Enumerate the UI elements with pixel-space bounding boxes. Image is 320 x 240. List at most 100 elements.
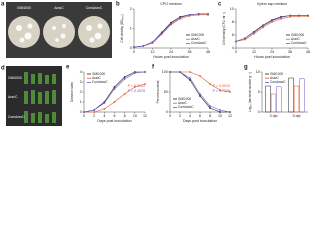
data-point <box>229 91 231 93</box>
data-point <box>123 93 126 95</box>
panel-letter: b <box>116 2 120 8</box>
data-point <box>271 21 273 23</box>
annotation: P = 0.7326 <box>213 89 230 93</box>
legend-label: ComΔravC <box>92 80 108 84</box>
data-point <box>169 71 171 73</box>
x-tick-label: 0 <box>235 50 237 54</box>
annotation: P < 0.0001 <box>128 84 145 88</box>
data-point <box>133 86 136 88</box>
data-point <box>199 75 201 77</box>
data-point <box>262 26 264 29</box>
photo-label: ComΔravC <box>8 115 25 119</box>
y-tick-label: 10 <box>256 70 260 74</box>
data-point <box>298 14 300 17</box>
data-point <box>189 79 191 81</box>
data-point <box>170 22 172 25</box>
x-tick-label: 10 <box>218 114 222 118</box>
data-point <box>244 38 246 41</box>
data-point <box>123 78 126 80</box>
y-tick-label: 4 <box>232 46 234 50</box>
legend-label: ΔravC <box>191 37 201 41</box>
x-tick-label: 24 <box>270 50 274 54</box>
data-point <box>93 109 96 111</box>
x-tick-label: 4 <box>189 114 191 118</box>
data-point <box>271 19 273 22</box>
y-tick-label: 0 <box>130 46 132 50</box>
photo-label: ComΔravC <box>86 6 103 10</box>
legend-label: GMI1000 <box>191 33 204 37</box>
data-point <box>207 12 209 15</box>
colonies <box>16 23 103 43</box>
y-axis-title: Cell density (CFU ml⁻¹) <box>222 12 226 45</box>
legend-label: GMI1000 <box>178 97 191 101</box>
data-point <box>219 111 221 113</box>
chart-title: CPG medium <box>160 2 182 6</box>
data-point <box>133 46 135 48</box>
x-tick-label: 0 <box>133 50 135 54</box>
data-point <box>123 76 126 78</box>
x-tick-label: 8 <box>124 114 126 118</box>
x-tick-label: 36 <box>188 50 192 54</box>
data-point <box>199 93 201 95</box>
x-tick-label: 0 <box>169 114 171 118</box>
legend-label: ComΔravC <box>270 80 286 84</box>
data-point <box>229 111 231 113</box>
y-tick-label: 0 <box>258 110 260 114</box>
bar <box>265 85 271 113</box>
data-point <box>133 72 136 74</box>
legend-label: ComΔravC <box>191 41 207 45</box>
annotation: P = 0.4578 <box>128 89 145 93</box>
bar <box>299 78 305 113</box>
data-point <box>244 37 246 40</box>
x-axis-title: Hours post inoculation <box>153 55 189 59</box>
data-point <box>103 108 106 110</box>
dish <box>43 16 75 48</box>
y-tick-label: 8 <box>232 20 234 24</box>
photo-label: GMI1000 <box>8 76 22 80</box>
data-point <box>179 16 182 19</box>
photo-label: GMI1000 <box>17 6 31 10</box>
data-point <box>209 107 211 109</box>
legend-label: ΔravC <box>291 37 301 41</box>
x-tick-label: 12 <box>252 50 256 54</box>
x-tick-label: 8 <box>209 114 211 118</box>
x-axis-title: Days post inoculation <box>97 119 131 123</box>
legend-label: GMI1000 <box>270 72 283 76</box>
x-tick-label: 12 <box>228 114 232 118</box>
photo-label: ΔravC <box>8 95 18 99</box>
figure: a GMI1000 ΔravC ComΔravC d GMI1000 ΔravC… <box>1 2 310 126</box>
annotation: P = 0.0019 <box>213 84 230 88</box>
data-point <box>113 101 116 103</box>
y-tick-label: 0 <box>80 110 82 114</box>
y-tick-label: 10 <box>230 7 234 11</box>
data-point <box>142 45 145 47</box>
data-point <box>253 32 255 35</box>
y-tick-label: 50 <box>164 90 168 94</box>
data-point <box>103 102 106 104</box>
photo-label: ΔravC <box>54 6 64 10</box>
x-tick-label: 48 <box>206 50 210 54</box>
data-point <box>209 105 211 107</box>
y-tick-label: 3 <box>80 80 82 84</box>
bar <box>270 93 277 113</box>
data-point <box>197 12 200 15</box>
y-axis-title: Percent survival <box>156 80 160 103</box>
y-axis-title: Log₁₀ (bacterial number g⁻¹) <box>248 72 252 112</box>
y-tick-label: 2 <box>80 90 82 94</box>
y-tick-label: 4 <box>80 70 82 74</box>
x-tick-label: 4 <box>103 114 105 118</box>
data-point <box>280 17 282 20</box>
plants <box>24 72 56 123</box>
panel-letter: e <box>66 65 70 71</box>
data-point <box>235 40 237 43</box>
y-tick-label: 100 <box>162 70 168 74</box>
legend-label: ComΔravC <box>178 105 194 109</box>
x-tick-label: 48 <box>306 50 310 54</box>
data-point <box>209 83 211 85</box>
x-tick-label: 12 <box>143 114 147 118</box>
data-point <box>289 14 291 17</box>
data-point <box>189 77 191 79</box>
data-point <box>289 15 291 18</box>
x-tick-label: 2 <box>93 114 95 118</box>
x-tick-label: 5 dpi <box>293 114 301 118</box>
